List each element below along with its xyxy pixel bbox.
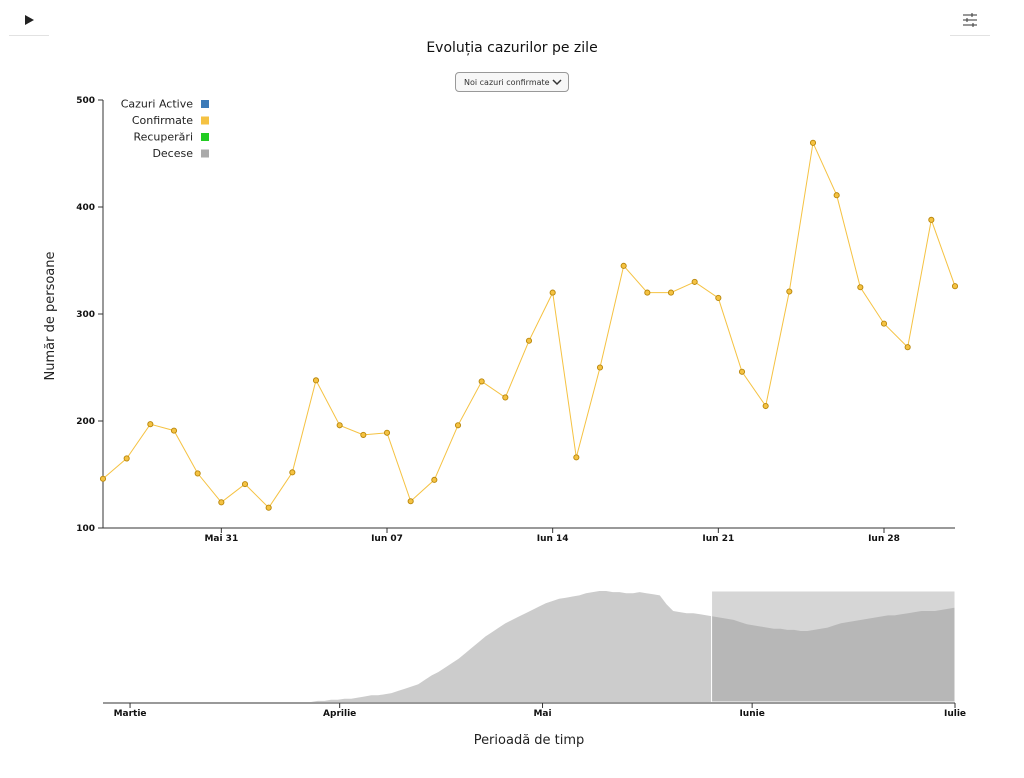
- data-point[interactable]: [715, 294, 722, 302]
- play-icon: [25, 15, 34, 25]
- x-tick-label: Mai 31: [204, 534, 238, 544]
- context-tick-label: Martie: [114, 709, 147, 719]
- data-point[interactable]: [289, 469, 296, 476]
- settings-button[interactable]: [950, 8, 990, 36]
- y-axis-ticks: 100 200 300 400 500: [76, 96, 103, 534]
- data-point[interactable]: [431, 476, 438, 483]
- data-point[interactable]: [336, 422, 343, 429]
- metric-dropdown[interactable]: Noi cazuri confirmate: [455, 72, 569, 92]
- x-tick-label: Iun 21: [702, 534, 734, 544]
- data-point[interactable]: [147, 421, 154, 428]
- legend-label: Decese: [152, 147, 193, 160]
- legend-swatch: [201, 116, 209, 125]
- context-tick-label: Iunie: [739, 709, 764, 719]
- data-point[interactable]: [123, 455, 130, 462]
- legend-label: Confirmate: [132, 114, 193, 127]
- data-point[interactable]: [738, 368, 746, 375]
- x-tick-label: Iun 14: [537, 534, 569, 544]
- data-point[interactable]: [312, 377, 320, 384]
- data-point[interactable]: [786, 288, 793, 295]
- y-tick-label: 300: [76, 310, 95, 320]
- data-point[interactable]: [241, 481, 249, 488]
- play-button[interactable]: [9, 8, 49, 36]
- legend-label: Recuperări: [133, 131, 193, 144]
- data-point[interactable]: [809, 139, 817, 146]
- chevron-down-icon: [552, 79, 562, 86]
- data-point[interactable]: [596, 364, 604, 371]
- data-point[interactable]: [502, 394, 509, 401]
- context-tick-label: Iulie: [944, 709, 966, 719]
- data-point[interactable]: [667, 289, 675, 296]
- data-point[interactable]: [691, 278, 698, 285]
- data-point[interactable]: [383, 429, 391, 436]
- main-axes: [102, 100, 955, 529]
- data-point[interactable]: [904, 344, 911, 351]
- y-tick-label: 100: [76, 524, 95, 534]
- x-tick-label: Iun 07: [371, 534, 403, 544]
- y-tick-label: 400: [76, 203, 95, 213]
- data-point[interactable]: [360, 431, 367, 438]
- data-point[interactable]: [762, 402, 769, 410]
- data-point[interactable]: [573, 454, 580, 461]
- y-tick-label: 200: [76, 417, 95, 427]
- data-point[interactable]: [928, 216, 935, 223]
- confirmed-line: [102, 141, 956, 509]
- x-tick-label: Iun 28: [868, 534, 900, 544]
- y-tick-label: 500: [76, 96, 95, 106]
- legend-swatch: [201, 100, 209, 108]
- data-point[interactable]: [170, 427, 178, 434]
- data-point[interactable]: [833, 192, 840, 199]
- data-point[interactable]: [549, 289, 556, 296]
- data-point[interactable]: [525, 337, 533, 344]
- data-point[interactable]: [407, 498, 414, 505]
- metric-dropdown-value: Noi cazuri confirmate: [464, 77, 550, 87]
- data-point[interactable]: [218, 499, 225, 506]
- data-point[interactable]: [620, 262, 627, 269]
- legend-swatch: [201, 133, 209, 141]
- y-axis-label: Număr de persoane: [43, 252, 58, 381]
- context-tick-label: Aprilie: [323, 709, 356, 719]
- settings-sliders-icon: [963, 13, 977, 27]
- data-point[interactable]: [857, 284, 864, 291]
- x-axis-ticks: Mai 31 Iun 07 Iun 14 Iun 21 Iun 28: [204, 528, 900, 544]
- data-point[interactable]: [194, 470, 201, 477]
- chart-title: Evoluția cazurilor pe zile: [426, 40, 598, 56]
- brush-selection[interactable]: [711, 590, 956, 703]
- data-point[interactable]: [265, 504, 272, 511]
- data-point[interactable]: [951, 283, 959, 290]
- data-point[interactable]: [478, 378, 485, 385]
- data-point[interactable]: [99, 475, 107, 482]
- legend-swatch: [201, 149, 209, 158]
- data-point[interactable]: [880, 320, 888, 327]
- x-axis-label: Perioadă de timp: [474, 733, 585, 748]
- data-point[interactable]: [644, 289, 651, 296]
- context-area: [103, 591, 955, 702]
- legend-label: Cazuri Active: [121, 98, 194, 111]
- confirmed-points: [99, 139, 959, 511]
- legend: Cazuri Active Confirmate Recuperări Decese: [121, 98, 209, 160]
- context-x-ticks: Martie Aprilie Mai Iunie Iulie: [114, 703, 966, 719]
- data-point[interactable]: [454, 422, 462, 429]
- context-tick-label: Mai: [533, 709, 551, 719]
